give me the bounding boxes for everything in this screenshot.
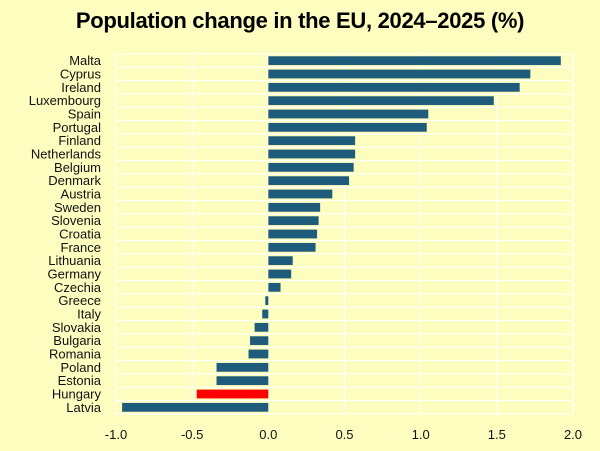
category-label: Belgium: [54, 160, 101, 175]
bar-slovakia: [254, 322, 269, 332]
category-label: Lithuania: [48, 253, 102, 268]
bar-spain: [268, 109, 429, 119]
category-label: Portugal: [53, 120, 102, 135]
category-label: Slovakia: [52, 320, 102, 335]
category-label: Estonia: [58, 373, 102, 388]
bar-latvia: [122, 402, 269, 412]
bar-italy: [262, 309, 269, 319]
bar-finland: [268, 136, 356, 146]
bar-hungary: [196, 389, 269, 399]
category-label: Romania: [49, 347, 102, 362]
bar-denmark: [268, 176, 350, 186]
x-axis-tick-labels: -1.0 -0.5 0.0 0.5 1.0 1.5 2.0: [105, 427, 582, 442]
bar-austria: [268, 189, 333, 199]
bar-greece: [265, 296, 269, 306]
bars: [122, 56, 561, 412]
bar-poland: [216, 362, 269, 372]
bar-sweden: [268, 202, 321, 212]
category-label: Italy: [77, 307, 101, 322]
category-label: Finland: [58, 133, 101, 148]
bar-ireland: [268, 82, 520, 92]
chart-title: Population change in the EU, 2024–2025 (…: [75, 8, 525, 33]
grid-lines: [115, 53, 574, 415]
category-label: Greece: [58, 293, 101, 308]
bar-croatia: [268, 229, 318, 239]
bar-czechia: [268, 282, 281, 292]
category-label: Spain: [68, 107, 101, 122]
bar-belgium: [268, 162, 354, 172]
category-labels: MaltaCyprusIrelandLuxembourgSpainPortuga…: [29, 53, 102, 415]
category-label: Poland: [61, 360, 101, 375]
bar-cyprus: [268, 69, 531, 79]
category-label: Sweden: [54, 200, 101, 215]
category-label: Croatia: [59, 227, 102, 242]
category-label: Luxembourg: [29, 93, 101, 108]
category-label: Malta: [69, 53, 102, 68]
bar-estonia: [216, 376, 269, 386]
x-tick-label: 0.0: [259, 427, 277, 442]
category-label: Germany: [48, 267, 102, 282]
bar-luxembourg: [268, 96, 494, 106]
x-tick-label: -0.5: [181, 427, 203, 442]
bar-romania: [248, 349, 269, 359]
category-label: Austria: [61, 187, 102, 202]
x-tick-label: 1.5: [488, 427, 506, 442]
x-tick-label: 1.0: [412, 427, 430, 442]
category-label: Netherlands: [31, 147, 102, 162]
bar-bulgaria: [250, 336, 269, 346]
category-label: Latvia: [66, 400, 101, 415]
bar-lithuania: [268, 256, 293, 266]
x-tick-label: -1.0: [105, 427, 127, 442]
x-tick-label: 0.5: [335, 427, 353, 442]
bar-germany: [268, 269, 292, 279]
category-label: France: [61, 240, 101, 255]
x-tick-label: 2.0: [564, 427, 582, 442]
bar-portugal: [268, 122, 427, 132]
bar-malta: [268, 56, 561, 66]
bar-netherlands: [268, 149, 356, 159]
bar-france: [268, 242, 316, 252]
category-label: Hungary: [52, 387, 102, 402]
bar-slovenia: [268, 216, 319, 226]
category-label: Ireland: [61, 80, 101, 95]
category-label: Cyprus: [60, 67, 102, 82]
category-label: Bulgaria: [53, 333, 101, 348]
category-label: Slovenia: [51, 213, 102, 228]
category-label: Czechia: [54, 280, 102, 295]
category-label: Denmark: [48, 173, 101, 188]
